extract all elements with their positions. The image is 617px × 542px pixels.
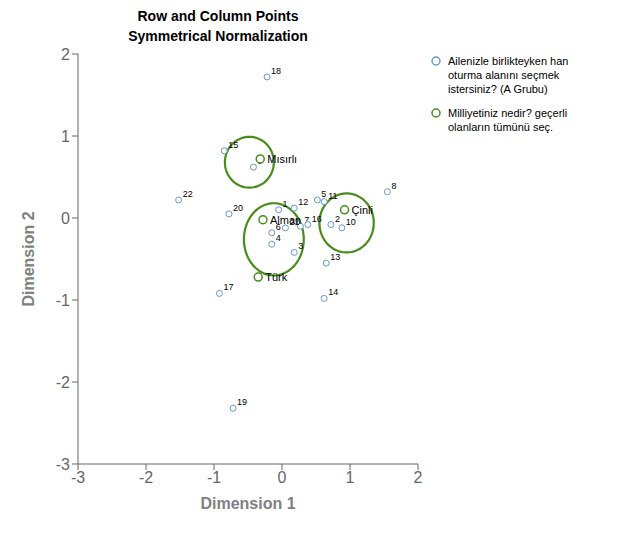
svg-text:10: 10 [346, 217, 356, 227]
svg-text:2: 2 [414, 469, 423, 486]
html-text:Symmetrical Normalization: Symmetrical Normalization [128, 28, 308, 44]
html-text:Ailenizle birlikteyken han: Ailenizle birlikteyken han [448, 55, 569, 67]
svg-text:-2: -2 [139, 469, 153, 486]
svg-text:11: 11 [328, 191, 337, 201]
svg-text:14: 14 [328, 287, 338, 297]
svg-text:-3: -3 [56, 456, 70, 473]
svg-text:Mısırlı: Mısırlı [267, 153, 297, 165]
svg-text:1: 1 [346, 469, 355, 486]
svg-text:12: 12 [298, 197, 308, 207]
svg-text:Alman: Alman [270, 214, 301, 226]
svg-text:0: 0 [278, 469, 287, 486]
svg-text:-2: -2 [56, 374, 70, 391]
svg-text:5: 5 [321, 189, 326, 199]
svg-text:18: 18 [271, 66, 281, 76]
svg-text:20: 20 [233, 203, 243, 213]
svg-text:-3: -3 [71, 469, 85, 486]
svg-text:1: 1 [283, 199, 288, 209]
html-text:oturma alanını seçmek: oturma alanını seçmek [448, 69, 560, 81]
svg-text:7: 7 [304, 215, 310, 226]
svg-text:8: 8 [391, 181, 396, 191]
svg-text:0: 0 [61, 210, 70, 227]
svg-text:Dimension 1: Dimension 1 [200, 495, 295, 512]
html-text:Milliyetiniz nedir? geçerli: Milliyetiniz nedir? geçerli [448, 107, 568, 119]
svg-text:6: 6 [275, 221, 281, 232]
svg-text:-1: -1 [56, 292, 70, 309]
svg-text:19: 19 [237, 397, 247, 407]
svg-text:2: 2 [335, 214, 340, 224]
svg-text:16: 16 [312, 214, 322, 224]
svg-text:4: 4 [276, 233, 281, 243]
html-text:istersiniz? (A Grubu): istersiniz? (A Grubu) [448, 83, 548, 95]
svg-text:17: 17 [223, 282, 233, 292]
html-text:Row and Column Points: Row and Column Points [137, 8, 299, 24]
svg-text:3: 3 [298, 241, 303, 251]
svg-text:Dimension 2: Dimension 2 [20, 211, 37, 306]
svg-text:15: 15 [228, 140, 238, 150]
html-text:olanların tümünü seç.: olanların tümünü seç. [448, 121, 554, 133]
svg-text:-1: -1 [207, 469, 221, 486]
svg-text:Çinli: Çinli [352, 204, 373, 216]
svg-text:Türk: Türk [265, 271, 288, 283]
svg-text:1: 1 [61, 128, 70, 145]
svg-text:2: 2 [61, 46, 70, 63]
svg-text:13: 13 [330, 252, 340, 262]
svg-text:22: 22 [183, 189, 193, 199]
